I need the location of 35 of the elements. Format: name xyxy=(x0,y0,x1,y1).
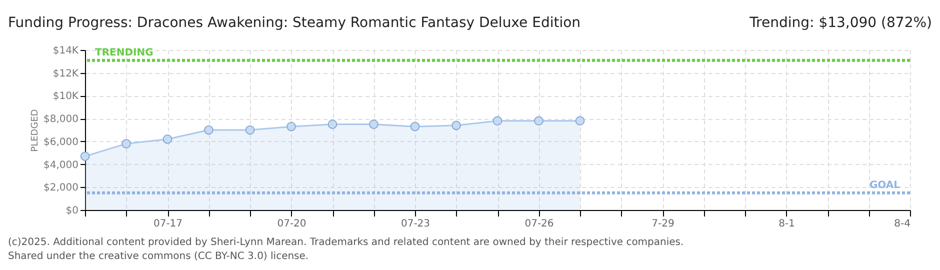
point xyxy=(328,120,338,129)
point xyxy=(162,134,172,144)
text: Trending: $13,090 (872%) xyxy=(748,15,932,31)
x-tick-label: 8-4 xyxy=(894,218,910,230)
ref-line-label: GOAL xyxy=(869,180,901,191)
point xyxy=(122,139,131,148)
y-tick-label: $4,000 xyxy=(44,160,78,171)
y-tick-label: $2,000 xyxy=(44,182,78,194)
x-tick-label: 8-1 xyxy=(778,218,795,230)
y-tick-label: $6,000 xyxy=(44,136,78,148)
y-tick-label: $8,000 xyxy=(44,114,78,126)
x-tick-label: 07-23 xyxy=(400,218,430,230)
point xyxy=(80,152,90,161)
y-tick-label: $10K xyxy=(52,91,79,102)
point xyxy=(534,116,544,126)
point xyxy=(245,125,255,135)
text: Shared under the creative commons (CC BY-NC 3.0) license. xyxy=(8,251,309,262)
point xyxy=(286,122,296,132)
point xyxy=(492,116,502,126)
point xyxy=(452,120,461,130)
point xyxy=(575,116,585,126)
y-tick-label: $0 xyxy=(66,206,78,216)
text: (c)2025. Additional content provided by Sheri-Lynn Marean. Trademarks and related content are owned by their respective companies. xyxy=(8,237,684,248)
point xyxy=(369,120,378,129)
x-tick-label: 07-20 xyxy=(277,218,306,230)
point xyxy=(204,125,214,135)
y-tick-label: $12K xyxy=(52,68,79,80)
ref-line-label: TRENDING xyxy=(95,47,154,58)
point xyxy=(410,122,420,132)
y-axis-title: PLEDGED xyxy=(30,109,41,152)
x-tick-label: 07-17 xyxy=(153,218,183,230)
y-tick-label: $14K xyxy=(52,46,79,56)
chart-title: Funding Progress: Dracones Awakening: Steamy Romantic Fantasy Deluxe Edition xyxy=(8,15,581,31)
x-tick-label: 07-26 xyxy=(524,218,554,230)
x-tick-label: 7-29 xyxy=(652,218,674,230)
